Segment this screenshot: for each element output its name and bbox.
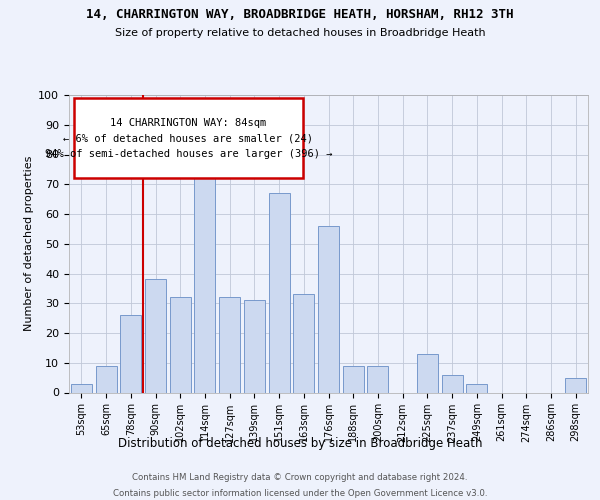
Text: Contains public sector information licensed under the Open Government Licence v3: Contains public sector information licen… (113, 489, 487, 498)
Bar (466, 384, 487, 392)
Bar (343, 366, 364, 392)
Text: 14 CHARRINGTON WAY: 84sqm
← 6% of detached houses are smaller (24)
94% of semi-d: 14 CHARRINGTON WAY: 84sqm ← 6% of detach… (44, 118, 332, 158)
Bar (442, 374, 463, 392)
Bar (367, 366, 388, 392)
Bar (269, 193, 290, 392)
FancyBboxPatch shape (74, 98, 302, 178)
Text: 14, CHARRINGTON WAY, BROADBRIDGE HEATH, HORSHAM, RH12 3TH: 14, CHARRINGTON WAY, BROADBRIDGE HEATH, … (86, 8, 514, 20)
Bar (170, 298, 191, 392)
Bar (95, 366, 116, 392)
Bar (417, 354, 438, 393)
Text: Size of property relative to detached houses in Broadbridge Heath: Size of property relative to detached ho… (115, 28, 485, 38)
Bar (120, 315, 141, 392)
Bar (244, 300, 265, 392)
Text: Distribution of detached houses by size in Broadbridge Heath: Distribution of detached houses by size … (118, 438, 482, 450)
Bar (219, 298, 240, 392)
Bar (194, 152, 215, 392)
Bar (293, 294, 314, 392)
Bar (318, 226, 339, 392)
Bar (71, 384, 92, 392)
Y-axis label: Number of detached properties: Number of detached properties (24, 156, 34, 332)
Text: Contains HM Land Registry data © Crown copyright and database right 2024.: Contains HM Land Registry data © Crown c… (132, 472, 468, 482)
Bar (565, 378, 586, 392)
Bar (145, 280, 166, 392)
